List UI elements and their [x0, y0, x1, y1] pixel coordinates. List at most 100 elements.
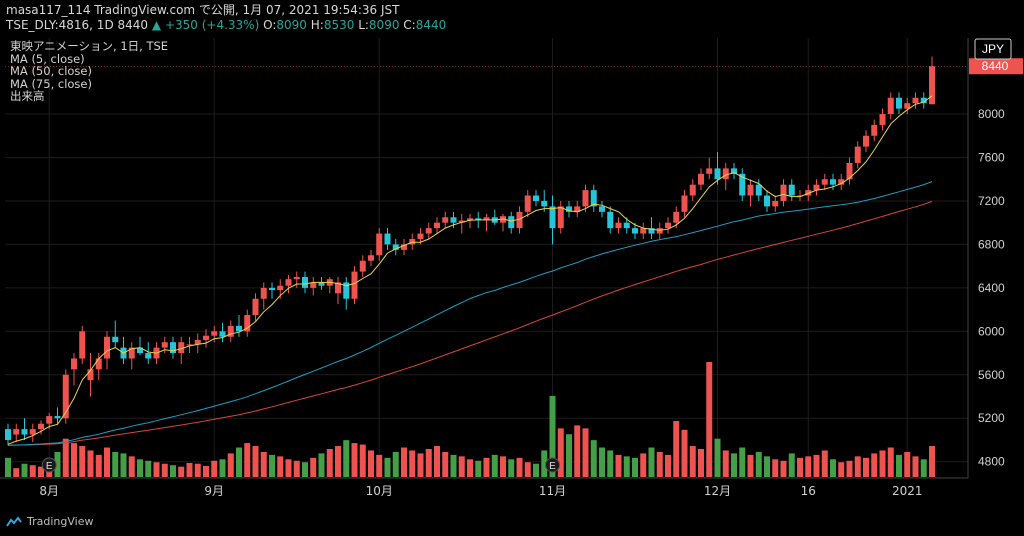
volume-bar [929, 446, 935, 477]
volume-bar [153, 462, 160, 477]
volume-bar [648, 447, 655, 477]
volume-bar [607, 450, 614, 477]
candle-body [920, 97, 927, 104]
price-change: +350 (+4.33%) [164, 18, 260, 32]
price-tick-label: 5200 [978, 411, 1005, 425]
legend-ma75[interactable]: MA (75, close) [10, 76, 92, 91]
volume-bar [285, 459, 292, 477]
volume-bar [747, 454, 754, 477]
candle-body [302, 277, 308, 288]
volume-bar [508, 459, 515, 477]
candle-body [599, 206, 605, 212]
open-value: 8090 [276, 18, 307, 32]
volume-bar [434, 446, 440, 477]
candle-body [186, 344, 193, 346]
candle-body [582, 190, 589, 207]
brand-label: TradingView [27, 515, 94, 528]
candle-body [194, 340, 201, 345]
volume-bar [351, 443, 358, 477]
volume-bar [95, 454, 102, 477]
volume-bar [128, 456, 135, 477]
volume-bar [566, 434, 572, 477]
candle-body [137, 347, 143, 354]
candle-body [813, 184, 820, 191]
candle-body [830, 179, 836, 185]
volume-bar [38, 466, 44, 477]
volume-bar [359, 444, 366, 477]
candle-body [863, 135, 869, 147]
currency-label: JPY [982, 42, 1004, 56]
volume-bar [194, 463, 201, 477]
candle-body [434, 222, 440, 229]
candle-body [533, 195, 539, 201]
volume-bar [689, 446, 696, 477]
volume-bar [54, 451, 61, 477]
earnings-marker-icon[interactable]: E [41, 457, 57, 473]
candle-body [392, 244, 399, 250]
volume-bar [244, 443, 251, 477]
candle-body [87, 369, 94, 381]
volume-bar [846, 460, 853, 477]
ma50-line [7, 181, 933, 446]
earnings-marker-circle [545, 457, 560, 473]
ma5-line [7, 95, 933, 445]
volume-bar [467, 459, 473, 477]
volume-bar [780, 460, 787, 477]
earnings-marker-icon[interactable]: E [545, 457, 560, 473]
low-value: 8090 [368, 18, 400, 32]
candle-body [838, 179, 845, 185]
volume-bar [574, 425, 581, 477]
volume-bar [557, 428, 564, 477]
low-label: L: [358, 18, 369, 32]
volume-bar [863, 457, 869, 477]
volume-bar [681, 429, 688, 477]
indicator-legend: 東映アニメーション, 1日, TSE MA (5, close) MA (50,… [10, 40, 168, 103]
volume-bar [335, 446, 341, 477]
legend-ma5[interactable]: MA (5, close) [10, 51, 85, 66]
volume-bar [376, 454, 383, 477]
volume-bar [887, 447, 894, 477]
volume-bar [458, 456, 465, 477]
candle-body [755, 184, 762, 196]
time-tick-label: 10月 [366, 484, 393, 498]
candle-body [71, 358, 77, 370]
legend-volume[interactable]: 出来高 [10, 89, 45, 103]
volume-bar [417, 453, 424, 477]
open-label: O: [263, 18, 277, 32]
volume-bar [920, 459, 927, 477]
up-arrow-icon: ▲ [151, 18, 162, 32]
volume-bar [896, 454, 902, 477]
volume-bar [772, 459, 779, 477]
volume-bar [739, 447, 746, 477]
candle-body [615, 222, 622, 229]
volume-bar [170, 465, 176, 477]
currency-button[interactable] [974, 38, 1012, 60]
volume-bar [788, 453, 795, 477]
volume-bar [722, 450, 729, 477]
tradingview-brand[interactable]: TradingView [6, 515, 93, 528]
candle-body [722, 168, 729, 180]
candle-body [549, 206, 556, 229]
candle-body [351, 271, 358, 299]
legend-ma50[interactable]: MA (50, close) [10, 64, 92, 78]
volume-bar [343, 440, 350, 477]
candle-body [780, 184, 787, 201]
candle-body [79, 331, 86, 359]
volume-bar [714, 438, 721, 477]
candle-body [516, 211, 523, 229]
time-tick-label: 2021 [892, 484, 923, 498]
candle-body [508, 216, 515, 229]
candle-body [38, 423, 44, 430]
volume-bar [318, 453, 325, 477]
candle-body [772, 200, 779, 207]
candle-body [293, 277, 300, 280]
candle-body [450, 217, 457, 223]
volume-bar [211, 460, 218, 477]
volume-bar [673, 420, 680, 477]
candle-body [467, 218, 473, 221]
chart-header: masa117_114 TradingView.com で公開, 1月 07, … [0, 0, 1024, 38]
candle-body [854, 146, 861, 163]
legend-symbol[interactable]: 東映アニメーション, 1日, TSE [10, 39, 169, 53]
volume-bar [524, 462, 531, 477]
